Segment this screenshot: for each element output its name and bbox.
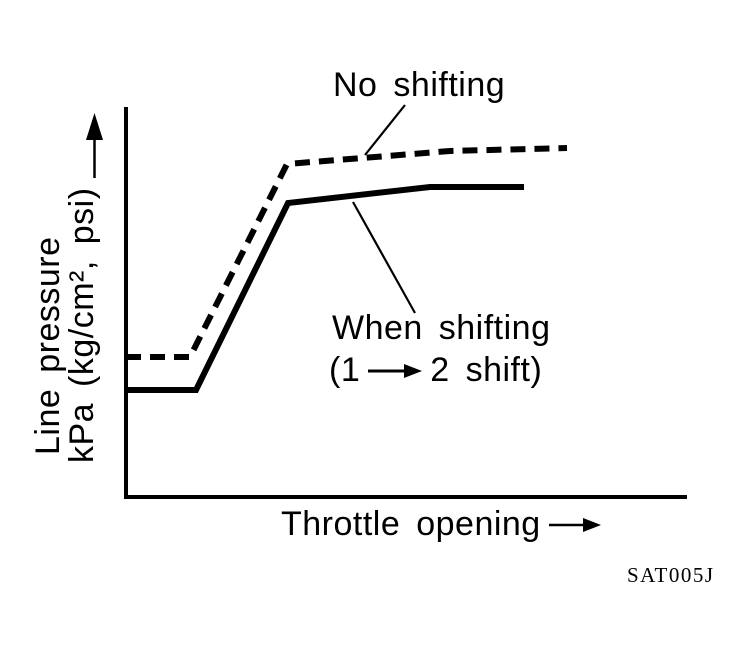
- leader-line-when-shifting: [352, 201, 416, 314]
- shift-label-pre: (1: [329, 351, 361, 389]
- right-arrow-icon: [368, 363, 423, 378]
- y-axis-label-line2: kPa (kg/cm², psi): [63, 187, 101, 463]
- figure-code: SAT005J: [627, 563, 715, 587]
- leader-line-no-shifting: [364, 104, 406, 156]
- up-arrow-icon: [86, 113, 103, 178]
- x-axis-label-text: Throttle opening: [281, 505, 541, 543]
- shift-1-2-label: (1 2 shift): [329, 351, 543, 389]
- right-arrow-icon: [548, 517, 601, 532]
- y-axis-label-line1: Line pressure: [29, 236, 67, 455]
- series-no-shifting: [126, 145, 568, 360]
- when-shifting-label: When shifting: [332, 309, 551, 347]
- series-when-shifting: [126, 184, 524, 393]
- x-axis-label: Throttle opening: [281, 505, 601, 543]
- shift-label-post: 2 shift): [430, 351, 543, 389]
- no-shifting-label: No shifting: [333, 66, 506, 104]
- axes-lines: [124, 107, 687, 499]
